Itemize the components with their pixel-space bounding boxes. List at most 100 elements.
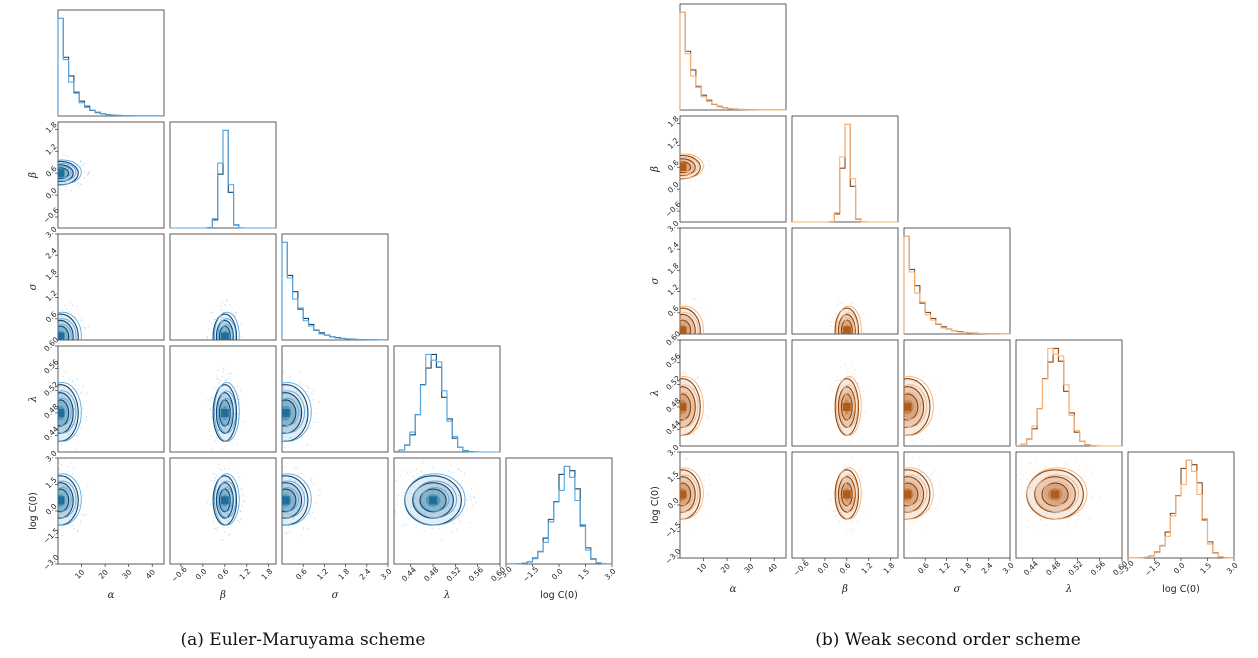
x-tick-label: 1.8: [958, 561, 973, 576]
sample-point: [1026, 479, 1029, 481]
x-tick-label: 0.48: [422, 565, 440, 583]
sample-point: [243, 499, 245, 502]
sample-point: [675, 151, 676, 152]
sample-point: [46, 488, 47, 489]
sample-point: [288, 436, 291, 439]
sample-point: [674, 149, 675, 150]
x-tick-label: 2.4: [358, 567, 373, 582]
sample-point: [709, 165, 711, 167]
sample-point: [828, 504, 830, 506]
x-tick-label: 0.0: [550, 567, 565, 582]
sample-point: [240, 488, 243, 491]
sample-point: [58, 528, 60, 531]
sample-point: [1023, 491, 1025, 494]
sample-point: [52, 525, 53, 526]
x-tick-label: 40: [144, 568, 157, 581]
density-layer: [42, 462, 89, 539]
contour-light: [58, 382, 82, 442]
sample-point: [283, 388, 285, 390]
sample-point: [845, 317, 847, 319]
sample-point: [904, 421, 906, 423]
sample-point: [222, 370, 225, 373]
sample-point: [284, 400, 286, 403]
sample-point: [209, 312, 212, 314]
sample-point: [830, 325, 833, 327]
sample-point: [232, 454, 233, 455]
sample-point: [913, 494, 915, 497]
density-fill: [904, 385, 925, 428]
sample-point: [657, 334, 658, 335]
sample-point: [678, 416, 679, 417]
sample-point: [929, 508, 931, 510]
sample-point: [289, 454, 290, 455]
sample-point: [71, 172, 73, 174]
sample-point: [76, 305, 78, 308]
sample-point: [81, 184, 83, 186]
sample-point: [85, 419, 88, 422]
sample-point: [1089, 493, 1091, 495]
density-peak: [220, 332, 229, 340]
cell-4-3: 0.44 0.48 0.52 0.56 0.60λ: [1015, 451, 1129, 595]
sample-point: [921, 403, 923, 406]
sample-point: [42, 494, 43, 495]
sample-point: [657, 330, 658, 331]
sample-point: [835, 305, 838, 308]
sample-point: [1041, 518, 1043, 520]
x-tick-label: 0.6: [838, 561, 853, 576]
sample-point: [687, 331, 690, 334]
sample-point: [683, 371, 685, 374]
sample-point: [1055, 472, 1058, 474]
contour-dark: [1041, 482, 1069, 507]
sample-point: [31, 423, 32, 424]
contour-light: [213, 382, 240, 442]
sample-point: [681, 448, 682, 449]
density-fill: [58, 482, 74, 519]
sample-point: [841, 307, 843, 309]
sample-point: [71, 341, 72, 342]
sample-point: [403, 492, 405, 494]
sample-point: [927, 490, 929, 492]
sample-point: [82, 164, 84, 166]
sample-point: [41, 168, 42, 169]
sample-point: [278, 447, 279, 448]
sample-point: [858, 416, 861, 419]
x-axis-label: log C(0): [1162, 584, 1200, 595]
contour-light: [217, 318, 237, 340]
contour-dark: [680, 307, 701, 334]
contour-dark: [215, 482, 234, 519]
density-layer: [904, 360, 941, 444]
sample-point: [703, 167, 706, 170]
sample-point: [42, 487, 43, 488]
sample-point: [290, 522, 292, 524]
sample-point: [907, 461, 909, 463]
sample-point: [290, 437, 292, 439]
sample-point: [912, 523, 915, 526]
sample-point: [699, 155, 701, 158]
y-tick-label: 2.4: [666, 240, 681, 255]
sample-point: [842, 319, 845, 321]
sample-point: [40, 427, 41, 428]
x-tick-label: 0.52: [445, 565, 463, 583]
sample-point: [856, 432, 858, 435]
contour-light: [282, 480, 306, 519]
x-tick-label: 20: [719, 562, 732, 575]
sample-point: [79, 160, 82, 163]
contour-light: [58, 311, 82, 340]
sample-point: [82, 407, 84, 410]
sample-point: [472, 504, 474, 507]
x-tick-label: 1.8: [260, 567, 275, 582]
x-axis-label: β: [841, 584, 848, 595]
x-tick-label: 0.6: [916, 561, 931, 576]
sample-point: [853, 373, 855, 375]
sample-point: [697, 377, 699, 379]
sample-point: [87, 172, 89, 175]
sample-point: [64, 181, 66, 183]
sample-point: [84, 326, 86, 329]
histogram-step: [792, 123, 898, 223]
sample-point: [920, 401, 922, 404]
sample-point: [410, 506, 412, 508]
sample-point: [857, 481, 860, 483]
sample-point: [704, 165, 706, 167]
contour-light: [839, 474, 859, 513]
sample-point: [1063, 497, 1065, 499]
